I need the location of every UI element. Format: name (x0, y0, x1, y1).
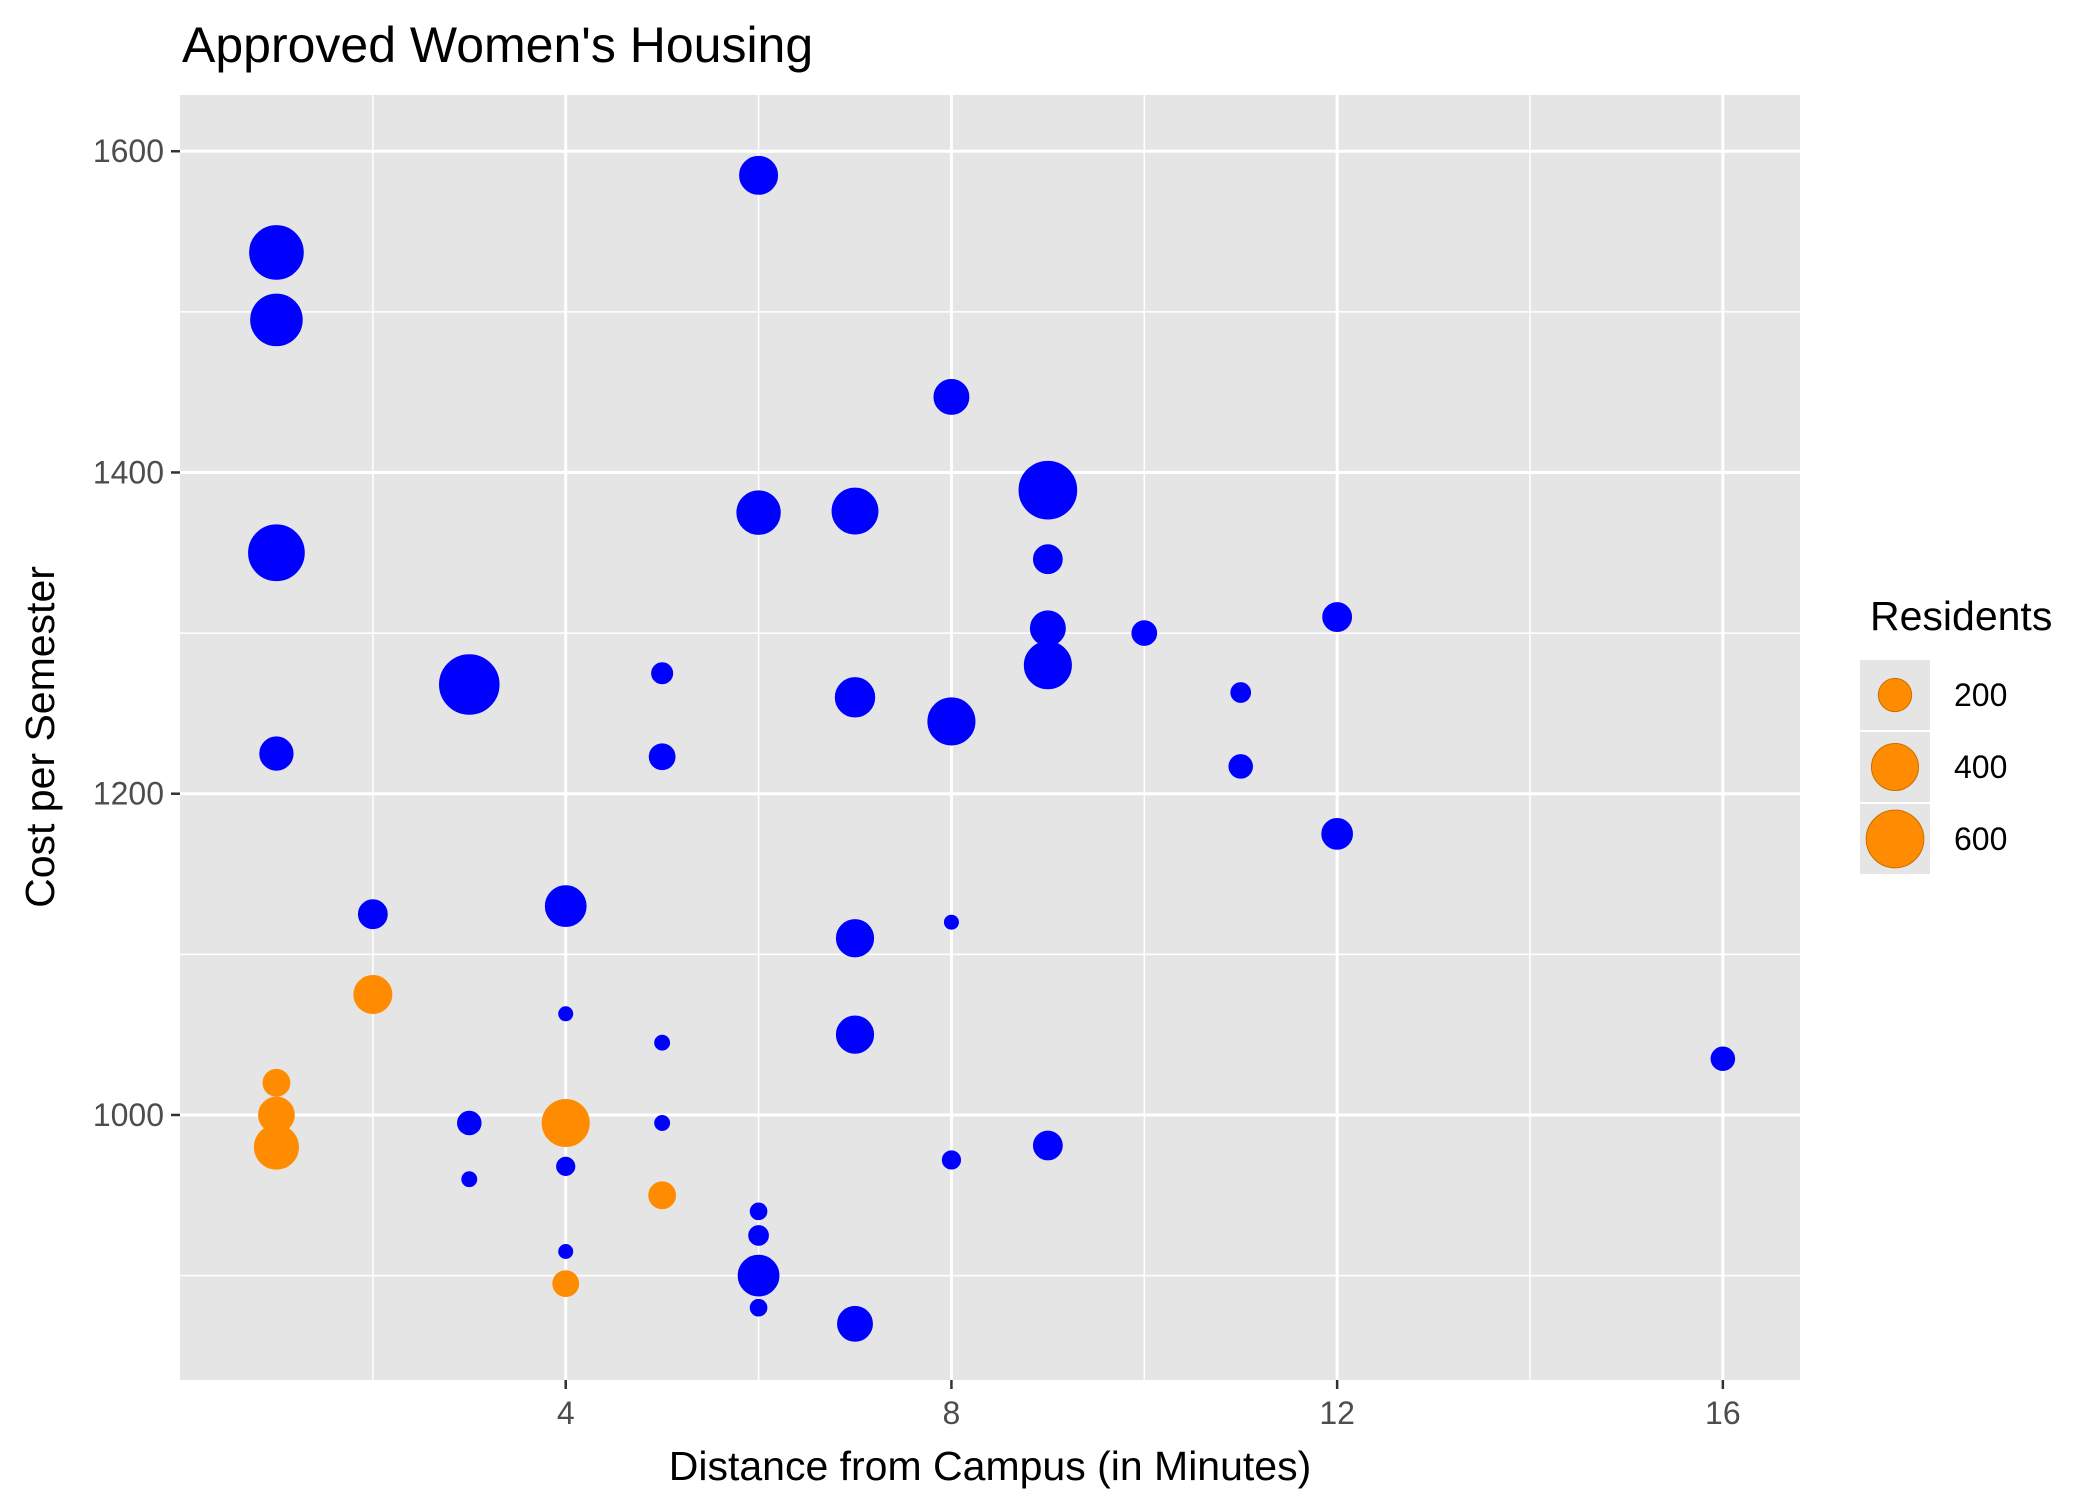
legend-key-point (1877, 677, 1913, 713)
legend-key-point (1870, 742, 1920, 792)
orange-data-point (262, 1068, 291, 1097)
blue-data-point (461, 1171, 478, 1188)
blue-data-point (1032, 544, 1063, 575)
blue-data-point (654, 1115, 671, 1131)
y-tick-label: 1000 (93, 1097, 164, 1133)
y-tick-label: 1200 (93, 776, 164, 812)
blue-data-point (941, 1150, 962, 1170)
blue-data-point (654, 1034, 671, 1051)
blue-data-point (357, 899, 388, 930)
orange-data-point (353, 975, 393, 1014)
blue-data-point (556, 1156, 576, 1176)
size-legend: Residents 200 400 600 (1860, 593, 2052, 874)
x-tick-label: 4 (557, 1395, 575, 1431)
blue-data-point (835, 1015, 875, 1054)
blue-data-point (544, 885, 587, 928)
blue-data-point (249, 225, 304, 280)
x-tick-label: 16 (1705, 1395, 1741, 1431)
blue-data-point (837, 1305, 873, 1342)
orange-data-point (253, 1124, 299, 1170)
orange-data-point (541, 1098, 590, 1148)
blue-data-point (248, 524, 305, 582)
blue-data-point (749, 1298, 768, 1317)
blue-data-point (943, 914, 959, 930)
blue-data-point (737, 1254, 780, 1297)
blue-data-point (558, 1244, 574, 1259)
x-tick-label: 8 (943, 1395, 961, 1431)
x-axis-ticks: 4 8 12 16 (557, 1380, 1741, 1431)
y-tick-label: 1400 (93, 454, 164, 490)
orange-data-point (552, 1270, 580, 1298)
blue-data-point (250, 293, 303, 347)
blue-data-point (1322, 602, 1353, 632)
plot-panel (180, 95, 1800, 1380)
blue-data-point (831, 487, 879, 535)
blue-data-point (1023, 641, 1072, 690)
orange-data-point (648, 1181, 677, 1210)
legend-key-point (1865, 809, 1925, 869)
minor-gridlines (180, 95, 1800, 1380)
blue-data-point (651, 662, 674, 685)
x-tick-label: 12 (1319, 1395, 1355, 1431)
blue-data-point (1018, 460, 1078, 520)
y-axis-ticks: 1000 1200 1400 1600 (93, 133, 180, 1133)
blue-data-point (558, 1006, 574, 1022)
blue-data-point (1230, 682, 1252, 703)
blue-data-point (1131, 620, 1158, 646)
legend-label: 600 (1954, 821, 2007, 857)
blue-data-point (933, 379, 970, 415)
blue-data-point (1032, 1130, 1063, 1161)
blue-data-point (749, 1202, 768, 1221)
blue-data-point (1029, 610, 1066, 647)
x-axis-title: Distance from Campus (in Minutes) (669, 1443, 1312, 1489)
blue-data-point (927, 697, 976, 746)
data-points (248, 155, 1736, 1342)
chart-title: Approved Women's Housing (182, 17, 813, 73)
blue-data-point (748, 1225, 769, 1246)
blue-data-point (739, 155, 779, 195)
y-tick-label: 1600 (93, 133, 164, 169)
blue-data-point (1228, 754, 1253, 779)
y-axis-title: Cost per Semester (17, 566, 63, 908)
blue-data-point (1321, 818, 1353, 850)
legend-title: Residents (1870, 593, 2052, 639)
blue-data-point (835, 919, 875, 958)
legend-keys: 200 400 600 (1860, 660, 2007, 874)
blue-data-point (648, 743, 676, 771)
blue-data-point (439, 654, 500, 715)
blue-data-point (259, 736, 294, 771)
legend-label: 200 (1954, 677, 2007, 713)
blue-data-point (1710, 1046, 1736, 1072)
blue-data-point (834, 677, 876, 718)
legend-label: 400 (1954, 749, 2007, 785)
blue-data-point (457, 1110, 482, 1136)
blue-data-point (736, 490, 781, 535)
